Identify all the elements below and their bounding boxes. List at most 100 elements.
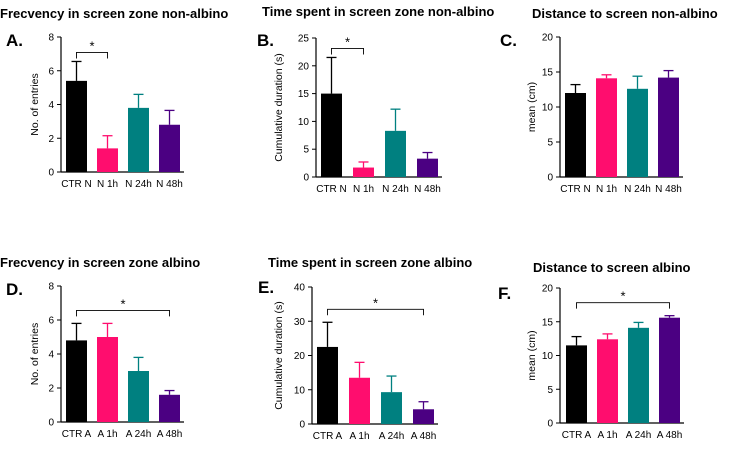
- y-tick-label: 15: [542, 68, 554, 79]
- chart-panel-3: Distance to screen non-albino C. 0 5 10 15 20 m…: [500, 6, 718, 195]
- bar-ctr-a: [317, 346, 338, 424]
- y-tick-label: 2: [48, 134, 54, 145]
- chart-panel-6: Distance to screen albino F. 0 5 10 15 20 mean …: [498, 260, 691, 441]
- bar-a-1h: [349, 377, 370, 424]
- bar-ctr-a: [66, 340, 87, 422]
- y-tick-label: 5: [547, 138, 553, 149]
- significance-star: *: [620, 289, 625, 304]
- y-tick-label: 0: [299, 420, 305, 431]
- chart-panel-2: Time spent in screen zone non-albino B. 0 5…: [257, 4, 494, 195]
- y-axis-label: No. of entries: [29, 323, 41, 385]
- bar-n-48h: [417, 158, 438, 177]
- y-tick-label: 15: [542, 317, 554, 328]
- x-tick-label: N 1h: [97, 179, 118, 190]
- x-tick-label: N 48h: [655, 184, 682, 195]
- bar-a-48h: [659, 317, 680, 423]
- y-tick-label: 20: [294, 351, 306, 362]
- y-tick-label: 20: [542, 284, 554, 295]
- y-axis-label: Cumulative duration (s): [273, 301, 285, 410]
- panel-title: Time spent in screen zone albino: [268, 255, 472, 270]
- significance-star: *: [373, 295, 378, 310]
- y-tick-label: 0: [48, 418, 54, 429]
- bar-a-1h: [597, 339, 618, 423]
- panel-letter: D.: [6, 280, 23, 299]
- x-tick-label: N 24h: [125, 179, 152, 190]
- x-tick-label: A 24h: [126, 429, 152, 440]
- x-tick-label: A 48h: [411, 431, 437, 442]
- y-tick-label: 8: [48, 33, 54, 44]
- chart-panel-5: Time spent in screen zone albino E. 0 10 20 3…: [258, 255, 472, 442]
- x-tick-label: A 48h: [657, 430, 683, 441]
- panel-title: Distance to screen non-albino: [532, 6, 718, 21]
- bar-ctr-a: [566, 345, 587, 423]
- panel-letter: F.: [498, 284, 511, 303]
- bar-n-48h: [658, 77, 679, 177]
- y-tick-label: 10: [542, 351, 554, 362]
- bar-ctr-n: [565, 93, 586, 177]
- y-tick-label: 0: [547, 173, 553, 184]
- bar-n-24h: [627, 88, 648, 177]
- significance-bracket: [576, 302, 670, 309]
- significance-bracket: [327, 308, 424, 316]
- x-tick-label: CTR A: [313, 431, 343, 442]
- x-tick-label: CTR N: [316, 184, 347, 195]
- x-tick-label: CTR A: [562, 430, 592, 441]
- x-tick-label: A 1h: [349, 431, 369, 442]
- x-tick-label: CTR N: [560, 184, 591, 195]
- y-tick-label: 15: [298, 89, 310, 100]
- bar-ctr-n: [66, 80, 87, 172]
- x-tick-label: N 24h: [382, 184, 409, 195]
- chart-panel-4: Frecvency in screen zone albino D. 0 2 4 6 8 No…: [0, 255, 200, 440]
- y-tick-label: 20: [298, 61, 310, 72]
- panel-title: Frecvency in screen zone non-albino: [0, 6, 228, 21]
- x-tick-label: N 48h: [414, 184, 441, 195]
- x-tick-label: CTR N: [61, 179, 92, 190]
- x-tick-label: N 24h: [624, 184, 651, 195]
- y-tick-label: 4: [48, 100, 54, 111]
- y-tick-label: 0: [303, 173, 309, 184]
- y-axis-label: mean (cm): [526, 82, 538, 132]
- x-tick-label: A 48h: [157, 429, 183, 440]
- x-tick-label: A 24h: [379, 431, 405, 442]
- y-tick-label: 40: [294, 283, 306, 294]
- y-axis-label: mean (cm): [526, 330, 538, 380]
- bar-a-24h: [628, 327, 649, 423]
- significance-star: *: [345, 34, 350, 49]
- bar-a-1h: [97, 337, 118, 422]
- chart-panel-1: Frecvency in screen zone non-albino A. 0 2 4…: [0, 6, 228, 190]
- bar-n-1h: [353, 167, 374, 177]
- bar-a-48h: [159, 394, 180, 422]
- significance-star: *: [120, 296, 125, 311]
- significance-bracket: [76, 309, 170, 317]
- y-tick-label: 10: [294, 385, 306, 396]
- significance-star: *: [89, 38, 94, 53]
- y-tick-label: 20: [542, 33, 554, 44]
- panel-title: Time spent in screen zone non-albino: [262, 4, 494, 19]
- x-tick-label: A 1h: [97, 429, 117, 440]
- bar-n-1h: [97, 148, 118, 172]
- y-tick-label: 0: [547, 419, 553, 430]
- y-tick-label: 30: [294, 317, 306, 328]
- panel-title: Distance to screen albino: [533, 260, 691, 275]
- y-tick-label: 6: [48, 316, 54, 327]
- y-tick-label: 2: [48, 384, 54, 395]
- panel-title: Frecvency in screen zone albino: [0, 255, 200, 270]
- bar-n-48h: [159, 124, 180, 172]
- panel-letter: B.: [257, 31, 274, 50]
- x-tick-label: N 48h: [156, 179, 183, 190]
- y-tick-label: 4: [48, 350, 54, 361]
- y-tick-label: 8: [48, 282, 54, 293]
- x-tick-label: A 24h: [626, 430, 652, 441]
- bar-n-24h: [385, 130, 406, 177]
- bar-a-24h: [381, 392, 402, 424]
- panel-letter: A.: [6, 31, 23, 50]
- y-tick-label: 10: [298, 117, 310, 128]
- y-tick-label: 0: [48, 168, 54, 179]
- bar-a-48h: [413, 409, 434, 424]
- y-tick-label: 5: [303, 145, 309, 156]
- x-tick-label: CTR A: [62, 429, 92, 440]
- bar-ctr-n: [321, 93, 342, 177]
- y-tick-label: 6: [48, 66, 54, 77]
